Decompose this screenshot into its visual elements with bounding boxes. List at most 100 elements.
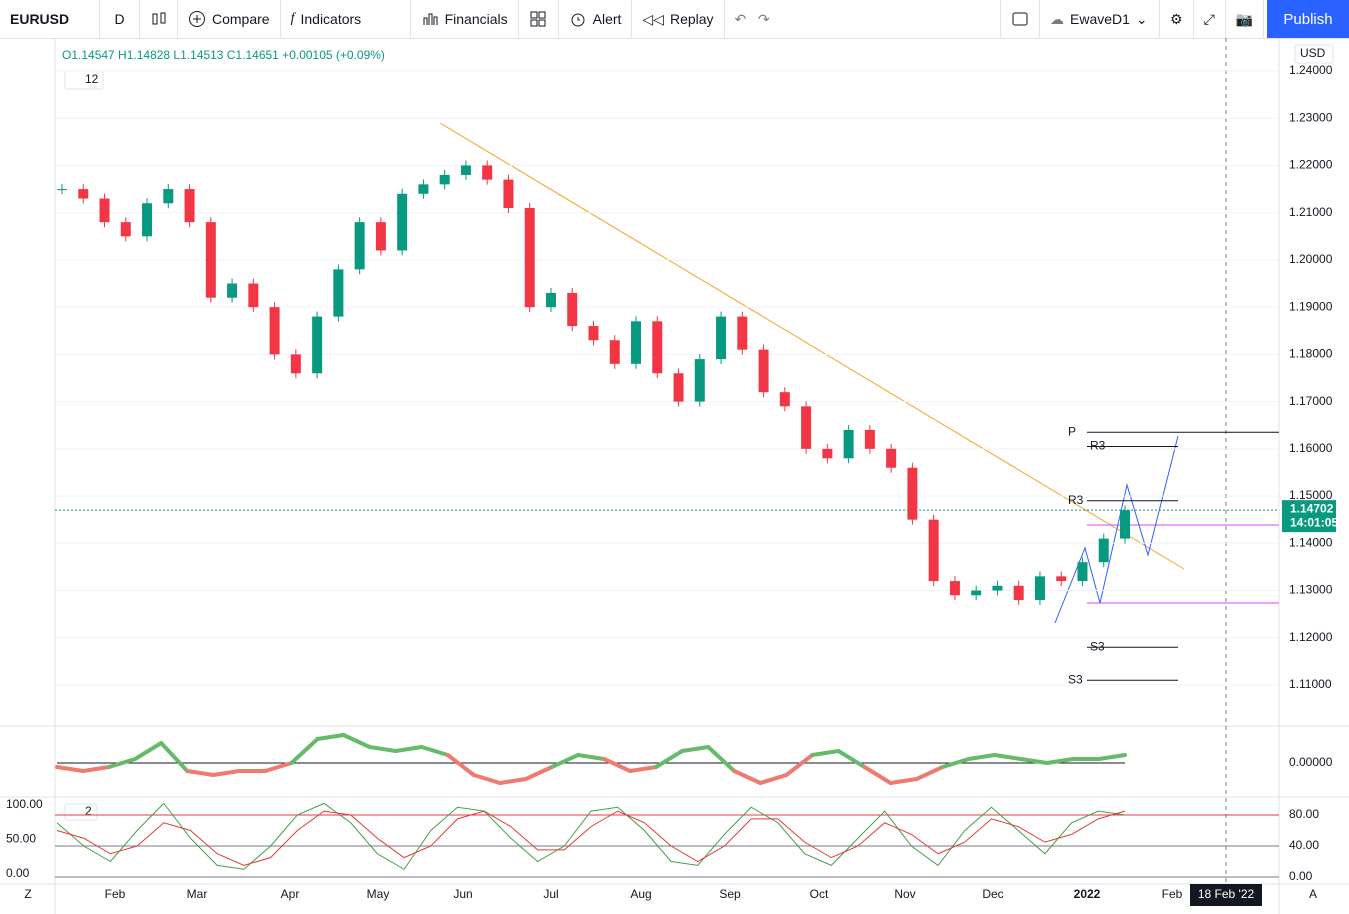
oscillator-segment	[289, 737, 320, 765]
candle	[248, 283, 259, 308]
price-tick-label: 1.17000	[1289, 394, 1333, 408]
candle	[482, 165, 493, 180]
candle	[694, 359, 705, 402]
oscillator-segment	[315, 733, 346, 741]
pivot-label: R3	[1090, 439, 1106, 453]
alert-button[interactable]: Alert	[559, 0, 633, 38]
oscillator-segment	[133, 741, 164, 761]
stoch-left-tick: 100.00	[6, 797, 43, 811]
pane-count: 2	[85, 804, 92, 818]
candle	[758, 349, 769, 393]
candle	[971, 590, 982, 596]
oscillator-segment	[549, 753, 580, 769]
last-price-box	[1282, 500, 1336, 533]
candle	[120, 222, 131, 237]
candle	[524, 207, 535, 308]
snapshot[interactable]: 📷	[1226, 0, 1265, 38]
oscillator-segment	[940, 757, 971, 769]
icon	[152, 12, 166, 25]
price-tick-label: 1.24000	[1289, 63, 1333, 77]
oscillator-segment	[107, 757, 138, 769]
label: Compare	[212, 11, 270, 27]
oscillator-segment	[55, 765, 86, 773]
settings[interactable]: ⚙	[1160, 0, 1194, 38]
price-tick-label: 1.11000	[1289, 677, 1332, 691]
indicators-button[interactable]: f Indicators	[281, 0, 411, 38]
undo-redo[interactable]: ↶ ↷	[734, 10, 770, 27]
candle	[737, 316, 748, 350]
candle	[227, 283, 238, 298]
wave-projection	[1054, 435, 1179, 624]
interval[interactable]: D	[100, 0, 140, 38]
price-tick-label: 1.13000	[1289, 583, 1333, 597]
time-label: Aug	[630, 887, 651, 901]
candle	[439, 174, 450, 185]
oscillator-segment	[862, 765, 893, 785]
price-tick-label: 1.22000	[1289, 158, 1333, 172]
time-label: Nov	[894, 887, 915, 901]
zoom-button[interactable]: Z	[24, 887, 31, 901]
symbol[interactable]: EURUSD	[0, 0, 100, 38]
replay-button[interactable]: ◁◁ Replay	[632, 0, 725, 38]
fullscreen[interactable]: ⤢	[1194, 0, 1226, 38]
oscillator-segment	[628, 765, 659, 773]
candle	[843, 429, 854, 459]
candle	[57, 189, 67, 191]
oscillator-segment	[888, 777, 919, 785]
label: Alert	[592, 11, 622, 27]
oscillator-segment	[784, 753, 815, 777]
oscillator-segment	[523, 765, 554, 781]
stoch-line	[56, 802, 1126, 870]
candle	[928, 519, 939, 582]
candle	[418, 184, 429, 194]
oscillator-segment	[341, 733, 372, 749]
toolbar: EURUSD D Compare f Indicators Financials …	[0, 0, 1349, 39]
currency-button[interactable]	[1294, 44, 1334, 64]
candle	[1013, 585, 1024, 600]
auto-button[interactable]: A	[1309, 887, 1317, 901]
time-label: Sep	[719, 887, 741, 901]
stoch-right-tick: 0.00	[1289, 869, 1313, 883]
financials-button[interactable]: Financials	[411, 0, 519, 38]
time-label: 2022	[1074, 887, 1101, 901]
candle	[375, 222, 386, 251]
candle	[652, 321, 663, 374]
time-label: Feb	[105, 887, 126, 901]
pivot-label: S3	[1090, 639, 1105, 653]
oscillator-segment	[159, 741, 190, 773]
time-label: Dec	[982, 887, 1003, 901]
time-label: Feb	[1162, 887, 1183, 901]
oscillator-segment	[211, 769, 242, 777]
candle	[1120, 510, 1130, 539]
candle	[992, 585, 1003, 591]
last-price: 1.14702	[1290, 501, 1334, 515]
publish-button[interactable]: Publish	[1267, 0, 1349, 38]
oscillator-segment	[393, 745, 424, 753]
oscillator-segment	[185, 769, 216, 777]
candle	[1098, 538, 1109, 563]
indicator-count: 12	[85, 72, 99, 86]
stoch-left-tick: 0.00	[6, 866, 30, 880]
oscillator-segment	[263, 761, 294, 773]
candle	[631, 321, 642, 364]
cursor-date-box	[1190, 884, 1262, 906]
layout-toggle[interactable]	[1000, 0, 1040, 38]
pivot-label: R3	[1068, 493, 1084, 507]
icon	[1012, 12, 1028, 26]
candle	[886, 448, 897, 468]
pane-toggle[interactable]	[64, 803, 98, 821]
candle	[609, 340, 620, 364]
candle	[184, 189, 195, 223]
layout-name[interactable]: ☁ EwaveD1 ⌄	[1040, 0, 1160, 38]
chart-type[interactable]	[140, 0, 178, 38]
templates[interactable]	[519, 0, 559, 38]
candle	[312, 316, 323, 374]
right-tools: ☁ EwaveD1 ⌄ ⚙ ⤢ 📷	[1000, 0, 1265, 38]
candle	[354, 222, 365, 270]
time-label: Oct	[810, 887, 829, 901]
candle	[460, 165, 471, 175]
currency: USD	[1300, 46, 1326, 60]
oscillator-segment	[367, 745, 398, 753]
candle	[333, 269, 344, 317]
compare-button[interactable]: Compare	[178, 0, 281, 38]
